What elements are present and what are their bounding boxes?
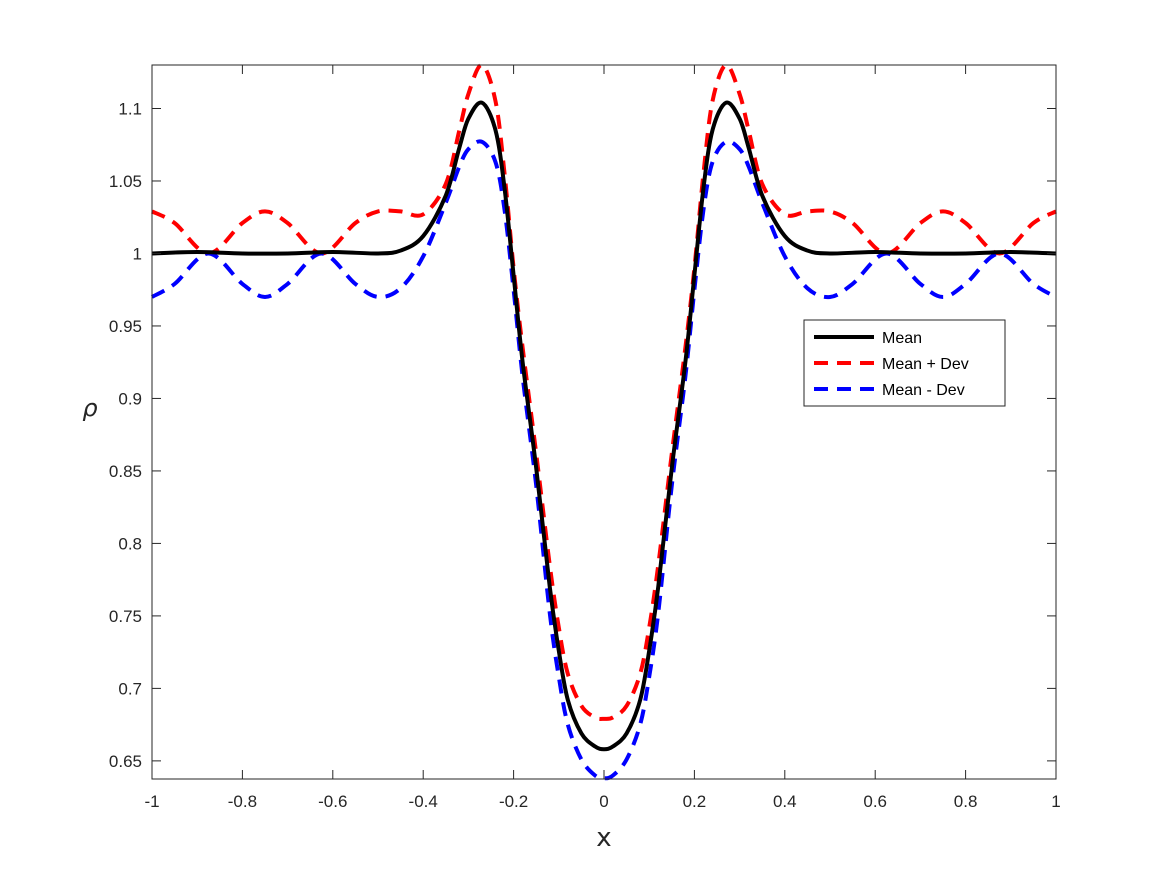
legend-label-mean-plus-dev: Mean + Dev <box>882 356 969 373</box>
y-axis-ticks: 0.65 0.7 0.75 0.8 0.85 0.9 0.95 1 1.05 1.1 <box>109 99 1056 771</box>
y-tick-label: 0.85 <box>109 462 142 481</box>
x-tick-label: 0 <box>599 792 608 811</box>
y-tick-label: 0.9 <box>118 389 142 408</box>
x-tick-label: -1 <box>144 792 159 811</box>
series-layer <box>150 63 1058 781</box>
y-tick-label: 0.95 <box>109 317 142 336</box>
legend-label-mean: Mean <box>882 330 922 347</box>
series-line-mean-plus-dev <box>151 63 1057 721</box>
x-tick-label: -0.4 <box>409 792 438 811</box>
y-tick-label: 1.1 <box>118 99 142 118</box>
y-tick-label: 0.8 <box>118 534 142 553</box>
x-tick-label: 0.8 <box>954 792 978 811</box>
y-tick-label: 0.65 <box>109 752 142 771</box>
y-tick-label: 0.75 <box>109 607 142 626</box>
legend: Mean Mean + Dev Mean - Dev <box>803 319 1006 407</box>
plot-background <box>152 65 1056 779</box>
x-tick-label: 1 <box>1051 792 1060 811</box>
legend-items: Mean Mean + Dev Mean - Dev <box>814 330 969 399</box>
x-tick-label: -0.8 <box>228 792 257 811</box>
x-tick-label: -0.6 <box>318 792 347 811</box>
x-tick-label: 0.6 <box>863 792 887 811</box>
y-tick-label: 0.7 <box>118 679 142 698</box>
y-axis-label: ρ <box>82 394 97 422</box>
series-line-mean <box>151 100 1057 752</box>
x-axis-ticks: -1 -0.8 -0.6 -0.4 -0.2 0 0.2 0.4 0.6 0.8 1 <box>144 65 1061 811</box>
legend-label-mean-dev: Mean - Dev <box>882 382 965 399</box>
y-tick-label: 1 <box>133 244 142 263</box>
x-axis-label: x <box>596 823 611 853</box>
y-tick-label: 1.05 <box>109 172 142 191</box>
x-tick-label: 0.4 <box>773 792 797 811</box>
x-tick-label: -0.2 <box>499 792 528 811</box>
x-tick-label: 0.2 <box>683 792 707 811</box>
series-line-mean-dev <box>150 139 1058 781</box>
